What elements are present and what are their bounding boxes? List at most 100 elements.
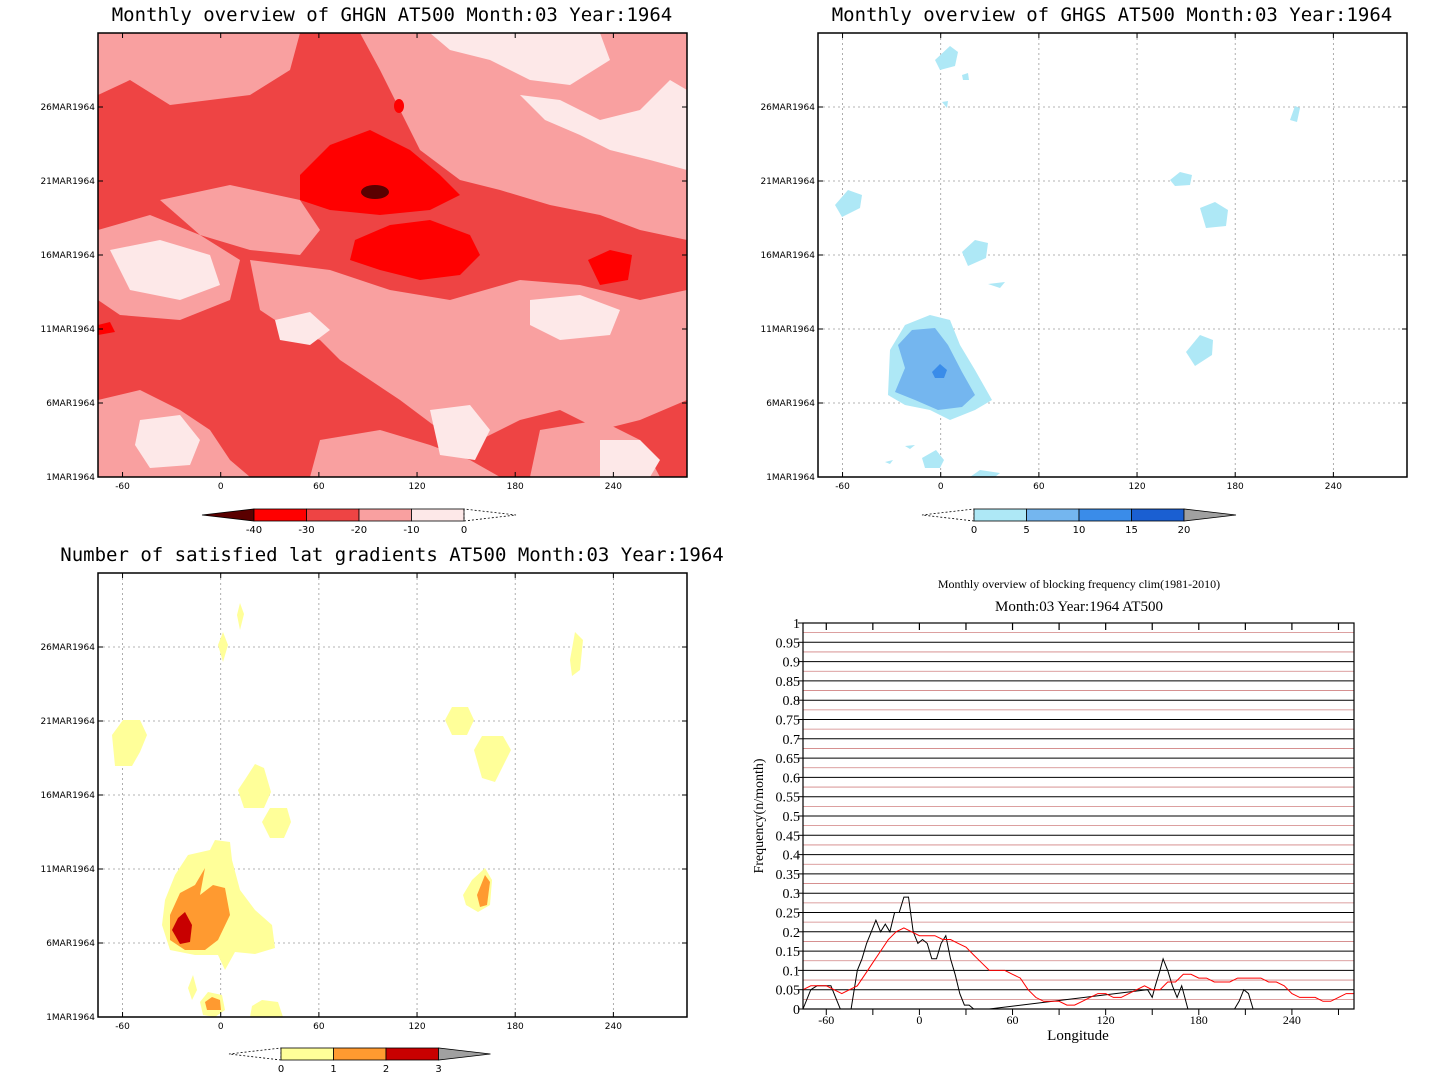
chart-series — [802, 896, 1354, 1010]
colorbar-right-extension — [463, 508, 517, 522]
y-tick-label: 0.5 — [783, 810, 801, 825]
x-tick-label: 240 — [605, 482, 622, 492]
colorbar-label: 3 — [435, 1064, 441, 1075]
x-tick-label: 0 — [916, 1013, 922, 1027]
x-tick-label: 0 — [938, 482, 944, 492]
colorbar-swatch — [253, 508, 307, 522]
lat-gradients-contour-field — [112, 603, 583, 1017]
colorbar-swatch — [411, 508, 465, 522]
y-tick-label: 0 — [793, 1003, 800, 1018]
y-tick-label: 0.75 — [776, 714, 801, 729]
panel-title-ghgn: Monthly overview of GHGN AT500 Month:03 … — [112, 4, 673, 26]
y-tick-label: 26MAR1964 — [760, 103, 815, 113]
y-tick-label: 0.6 — [783, 771, 801, 786]
y-tick-label: 0.05 — [776, 984, 801, 999]
y-tick-label: 11MAR1964 — [40, 325, 95, 335]
chart-axes: 0 0.05 0.1 0.15 0.2 0.25 0.3 0.35 0.4 0.45 0.5 0.55… — [776, 617, 1340, 1027]
x-tick-label: 60 — [1007, 1013, 1019, 1027]
x-tick-label: 60 — [313, 1022, 325, 1032]
chart-x-axis-label: Longitude — [1047, 1028, 1109, 1044]
colorbar-label: 1 — [330, 1064, 336, 1075]
y-tick-label: 26MAR1964 — [40, 643, 95, 653]
series-line — [802, 927, 1354, 1006]
x-tick-label: 240 — [1283, 1013, 1301, 1027]
y-tick-label: 0.7 — [783, 733, 801, 748]
panel-title-lat-gradients: Number of satisfied lat gradients AT500 … — [60, 544, 723, 566]
chart-subtitle: Month:03 Year:1964 AT500 — [995, 599, 1163, 615]
y-tick-label: 6MAR1964 — [46, 399, 95, 409]
lat-gradients-grid — [98, 573, 687, 1017]
x-tick-label: -60 — [835, 482, 850, 492]
chart-title: Monthly overview of blocking frequency c… — [938, 577, 1220, 591]
chart-y-axis-label: Frequency(n/month) — [752, 758, 767, 873]
lat-gradients-colorbar: 0 1 2 3 — [228, 1047, 491, 1075]
y-tick-label: 21MAR1964 — [760, 177, 815, 187]
panel-ghgs: Monthly overview of GHGS AT500 Month:03 … — [760, 4, 1408, 536]
colorbar-label: 0 — [971, 525, 977, 536]
y-tick-label: 21MAR1964 — [40, 177, 95, 187]
ghgs-contour-field — [835, 46, 1300, 477]
y-tick-label: 16MAR1964 — [760, 251, 815, 261]
ghgn-contour-field — [98, 33, 687, 477]
colorbar-swatch — [280, 1047, 334, 1061]
x-tick-label: 240 — [605, 1022, 622, 1032]
chart-gridlines — [803, 632, 1354, 1010]
colorbar-swatch — [306, 508, 360, 522]
colorbar-label: 5 — [1023, 525, 1029, 536]
colorbar-left-extension — [921, 508, 975, 522]
y-tick-label: 1MAR1964 — [766, 473, 815, 483]
panel-lat-gradients: Number of satisfied lat gradients AT500 … — [40, 544, 723, 1075]
y-tick-label: 0.55 — [776, 791, 801, 806]
ghgn-y-axis: 1MAR1964 6MAR1964 11MAR1964 16MAR1964 21MAR1… — [40, 103, 687, 483]
y-tick-label: 16MAR1964 — [40, 791, 95, 801]
colorbar-swatch — [333, 1047, 387, 1061]
ghgs-x-axis: -60 0 60 120 180 240 — [835, 33, 1342, 492]
y-tick-label: 0.65 — [776, 752, 801, 767]
colorbar-right-extension — [1183, 508, 1237, 522]
x-tick-label: 180 — [507, 482, 524, 492]
colorbar-left-extension — [228, 1047, 282, 1061]
y-tick-label: 0.25 — [776, 907, 801, 922]
x-tick-label: -60 — [818, 1013, 834, 1027]
x-tick-label: -60 — [115, 482, 130, 492]
panel-ghgn: Monthly overview of GHGN AT500 Month:03 … — [40, 4, 688, 536]
colorbar-swatch — [973, 508, 1027, 522]
y-tick-label: 0.1 — [783, 964, 801, 979]
x-tick-label: 240 — [1325, 482, 1342, 492]
series-line — [802, 896, 1254, 1010]
colorbar-left-extension — [201, 508, 255, 522]
colorbar-right-extension — [438, 1047, 491, 1061]
x-tick-label: 60 — [1033, 482, 1045, 492]
panel-title-ghgs: Monthly overview of GHGS AT500 Month:03 … — [832, 4, 1393, 26]
x-tick-label: 120 — [408, 482, 425, 492]
panel-blocking-frequency: Monthly overview of blocking frequency c… — [752, 577, 1355, 1044]
y-tick-label: 0.15 — [776, 945, 801, 960]
colorbar-label: 10 — [1073, 525, 1086, 536]
x-tick-label: -60 — [115, 1022, 130, 1032]
y-tick-label: 0.95 — [776, 636, 801, 651]
colorbar-label: 0 — [278, 1064, 284, 1075]
lat-gradients-y-axis: 1MAR1964 6MAR1964 11MAR1964 16MAR1964 21MAR1… — [40, 643, 687, 1023]
y-tick-label: 0.4 — [783, 849, 801, 864]
y-tick-label: 11MAR1964 — [40, 865, 95, 875]
y-tick-label: 1 — [793, 617, 800, 632]
colorbar-label: 20 — [1178, 525, 1191, 536]
x-tick-label: 120 — [1128, 482, 1145, 492]
y-tick-label: 0.8 — [783, 694, 801, 709]
y-tick-label: 11MAR1964 — [760, 325, 815, 335]
y-tick-label: 6MAR1964 — [766, 399, 815, 409]
colorbar-label: -20 — [351, 525, 367, 536]
y-tick-label: 0.3 — [783, 887, 801, 902]
y-tick-label: 0.45 — [776, 829, 801, 844]
y-tick-label: 0.9 — [783, 656, 801, 671]
colorbar-swatch — [358, 508, 412, 522]
colorbar-swatch — [1131, 508, 1185, 522]
ghgs-grid — [818, 33, 1407, 477]
colorbar-swatch — [1078, 508, 1132, 522]
y-tick-label: 1MAR1964 — [46, 1013, 95, 1023]
colorbar-label: 2 — [383, 1064, 389, 1075]
x-tick-label: 120 — [1097, 1013, 1115, 1027]
ghgs-colorbar: 0 5 10 15 20 — [921, 508, 1237, 536]
x-tick-label: 180 — [507, 1022, 524, 1032]
